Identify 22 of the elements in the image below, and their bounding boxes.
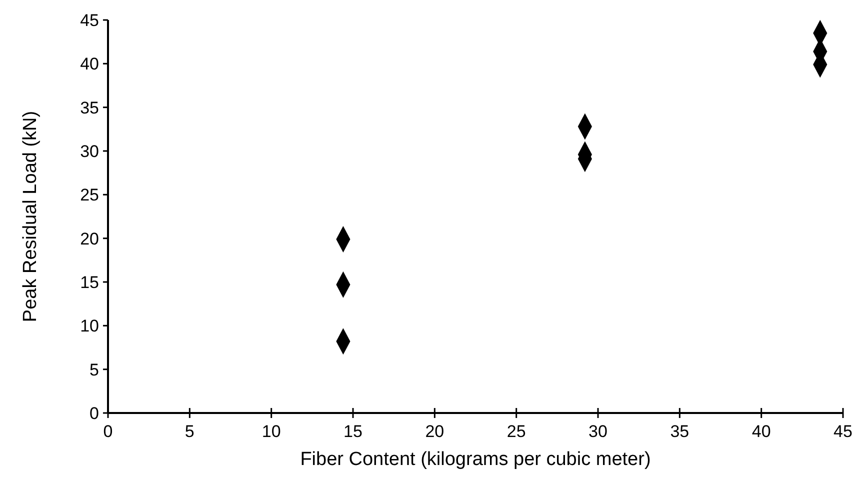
x-tick-label: 40 xyxy=(752,422,771,441)
x-tick-label: 20 xyxy=(425,422,444,441)
y-tick-label: 40 xyxy=(80,54,99,74)
y-tick-label: 5 xyxy=(90,360,99,380)
y-tick-label: 15 xyxy=(80,273,99,292)
x-tick-label: 5 xyxy=(184,422,194,441)
x-tick-label: 15 xyxy=(344,422,362,441)
y-tick-label: 10 xyxy=(80,316,99,336)
y-tick-label: 30 xyxy=(80,142,99,161)
y-tick-label: 45 xyxy=(80,11,99,30)
y-tick-label: 0 xyxy=(90,404,99,423)
x-axis-title: Fiber Content (kilograms per cubic meter) xyxy=(300,449,651,470)
y-tick-label: 35 xyxy=(80,98,99,118)
x-tick-label: 45 xyxy=(834,422,852,441)
x-tick-label: 35 xyxy=(670,422,690,441)
x-tick-label: 25 xyxy=(506,422,526,441)
x-tick-label: 0 xyxy=(103,422,113,441)
y-tick-label: 20 xyxy=(80,229,99,248)
y-axis-title: Peak Residual Load (kN) xyxy=(20,110,41,322)
x-tick-label: 30 xyxy=(588,422,608,441)
x-tick-label: 10 xyxy=(262,422,281,441)
y-tick-label: 25 xyxy=(80,186,99,205)
